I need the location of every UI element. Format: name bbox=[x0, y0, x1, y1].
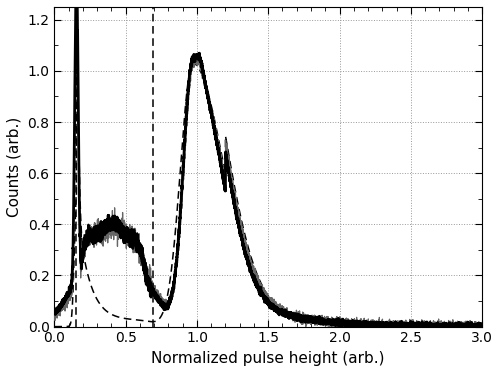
Y-axis label: Counts (arb.): Counts (arb.) bbox=[7, 117, 22, 217]
X-axis label: Normalized pulse height (arb.): Normalized pulse height (arb.) bbox=[152, 351, 385, 366]
